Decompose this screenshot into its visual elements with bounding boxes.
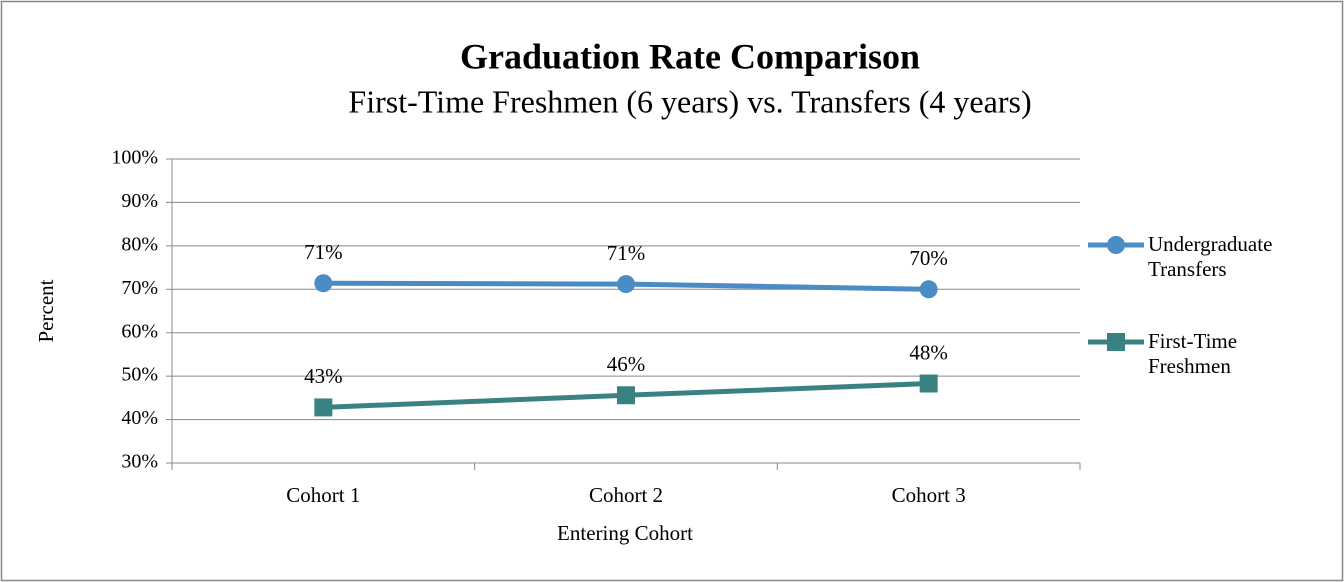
y-tick-label: 30% (121, 451, 158, 473)
x-tick-label: Cohort 1 (286, 483, 360, 507)
data-label: 46% (607, 352, 646, 376)
data-point (919, 280, 938, 299)
y-tick-label: 50% (121, 364, 158, 386)
chart-subtitle: First-Time Freshmen (6 years) vs. Transf… (348, 83, 1031, 119)
legend-marker (1107, 333, 1125, 351)
data-label: 71% (607, 241, 646, 265)
x-tick-label: Cohort 3 (892, 483, 966, 507)
x-tick-label: Cohort 2 (589, 483, 663, 507)
data-point (314, 398, 333, 417)
legend-marker (1107, 236, 1125, 254)
data-point (919, 374, 938, 393)
y-tick-label: 100% (111, 147, 158, 169)
data-label: 71% (304, 240, 343, 264)
data-label: 43% (304, 364, 343, 388)
y-tick-label: 90% (121, 190, 158, 212)
y-tick-label: 70% (121, 277, 158, 299)
chart-title: Graduation Rate Comparison (460, 36, 920, 76)
x-axis-label: Entering Cohort (557, 521, 693, 545)
data-label: 48% (909, 340, 948, 364)
legend-label: Undergraduate Transfers (1148, 232, 1273, 281)
y-tick-label: 40% (121, 407, 158, 429)
data-point (314, 274, 333, 293)
data-point (617, 386, 635, 405)
y-tick-label: 80% (121, 233, 158, 255)
data-label: 70% (909, 246, 948, 270)
y-tick-label: 60% (121, 320, 158, 342)
y-axis-label: Percent (34, 279, 58, 342)
legend-label: First-Time Freshmen (1148, 329, 1238, 378)
data-point (617, 275, 635, 294)
